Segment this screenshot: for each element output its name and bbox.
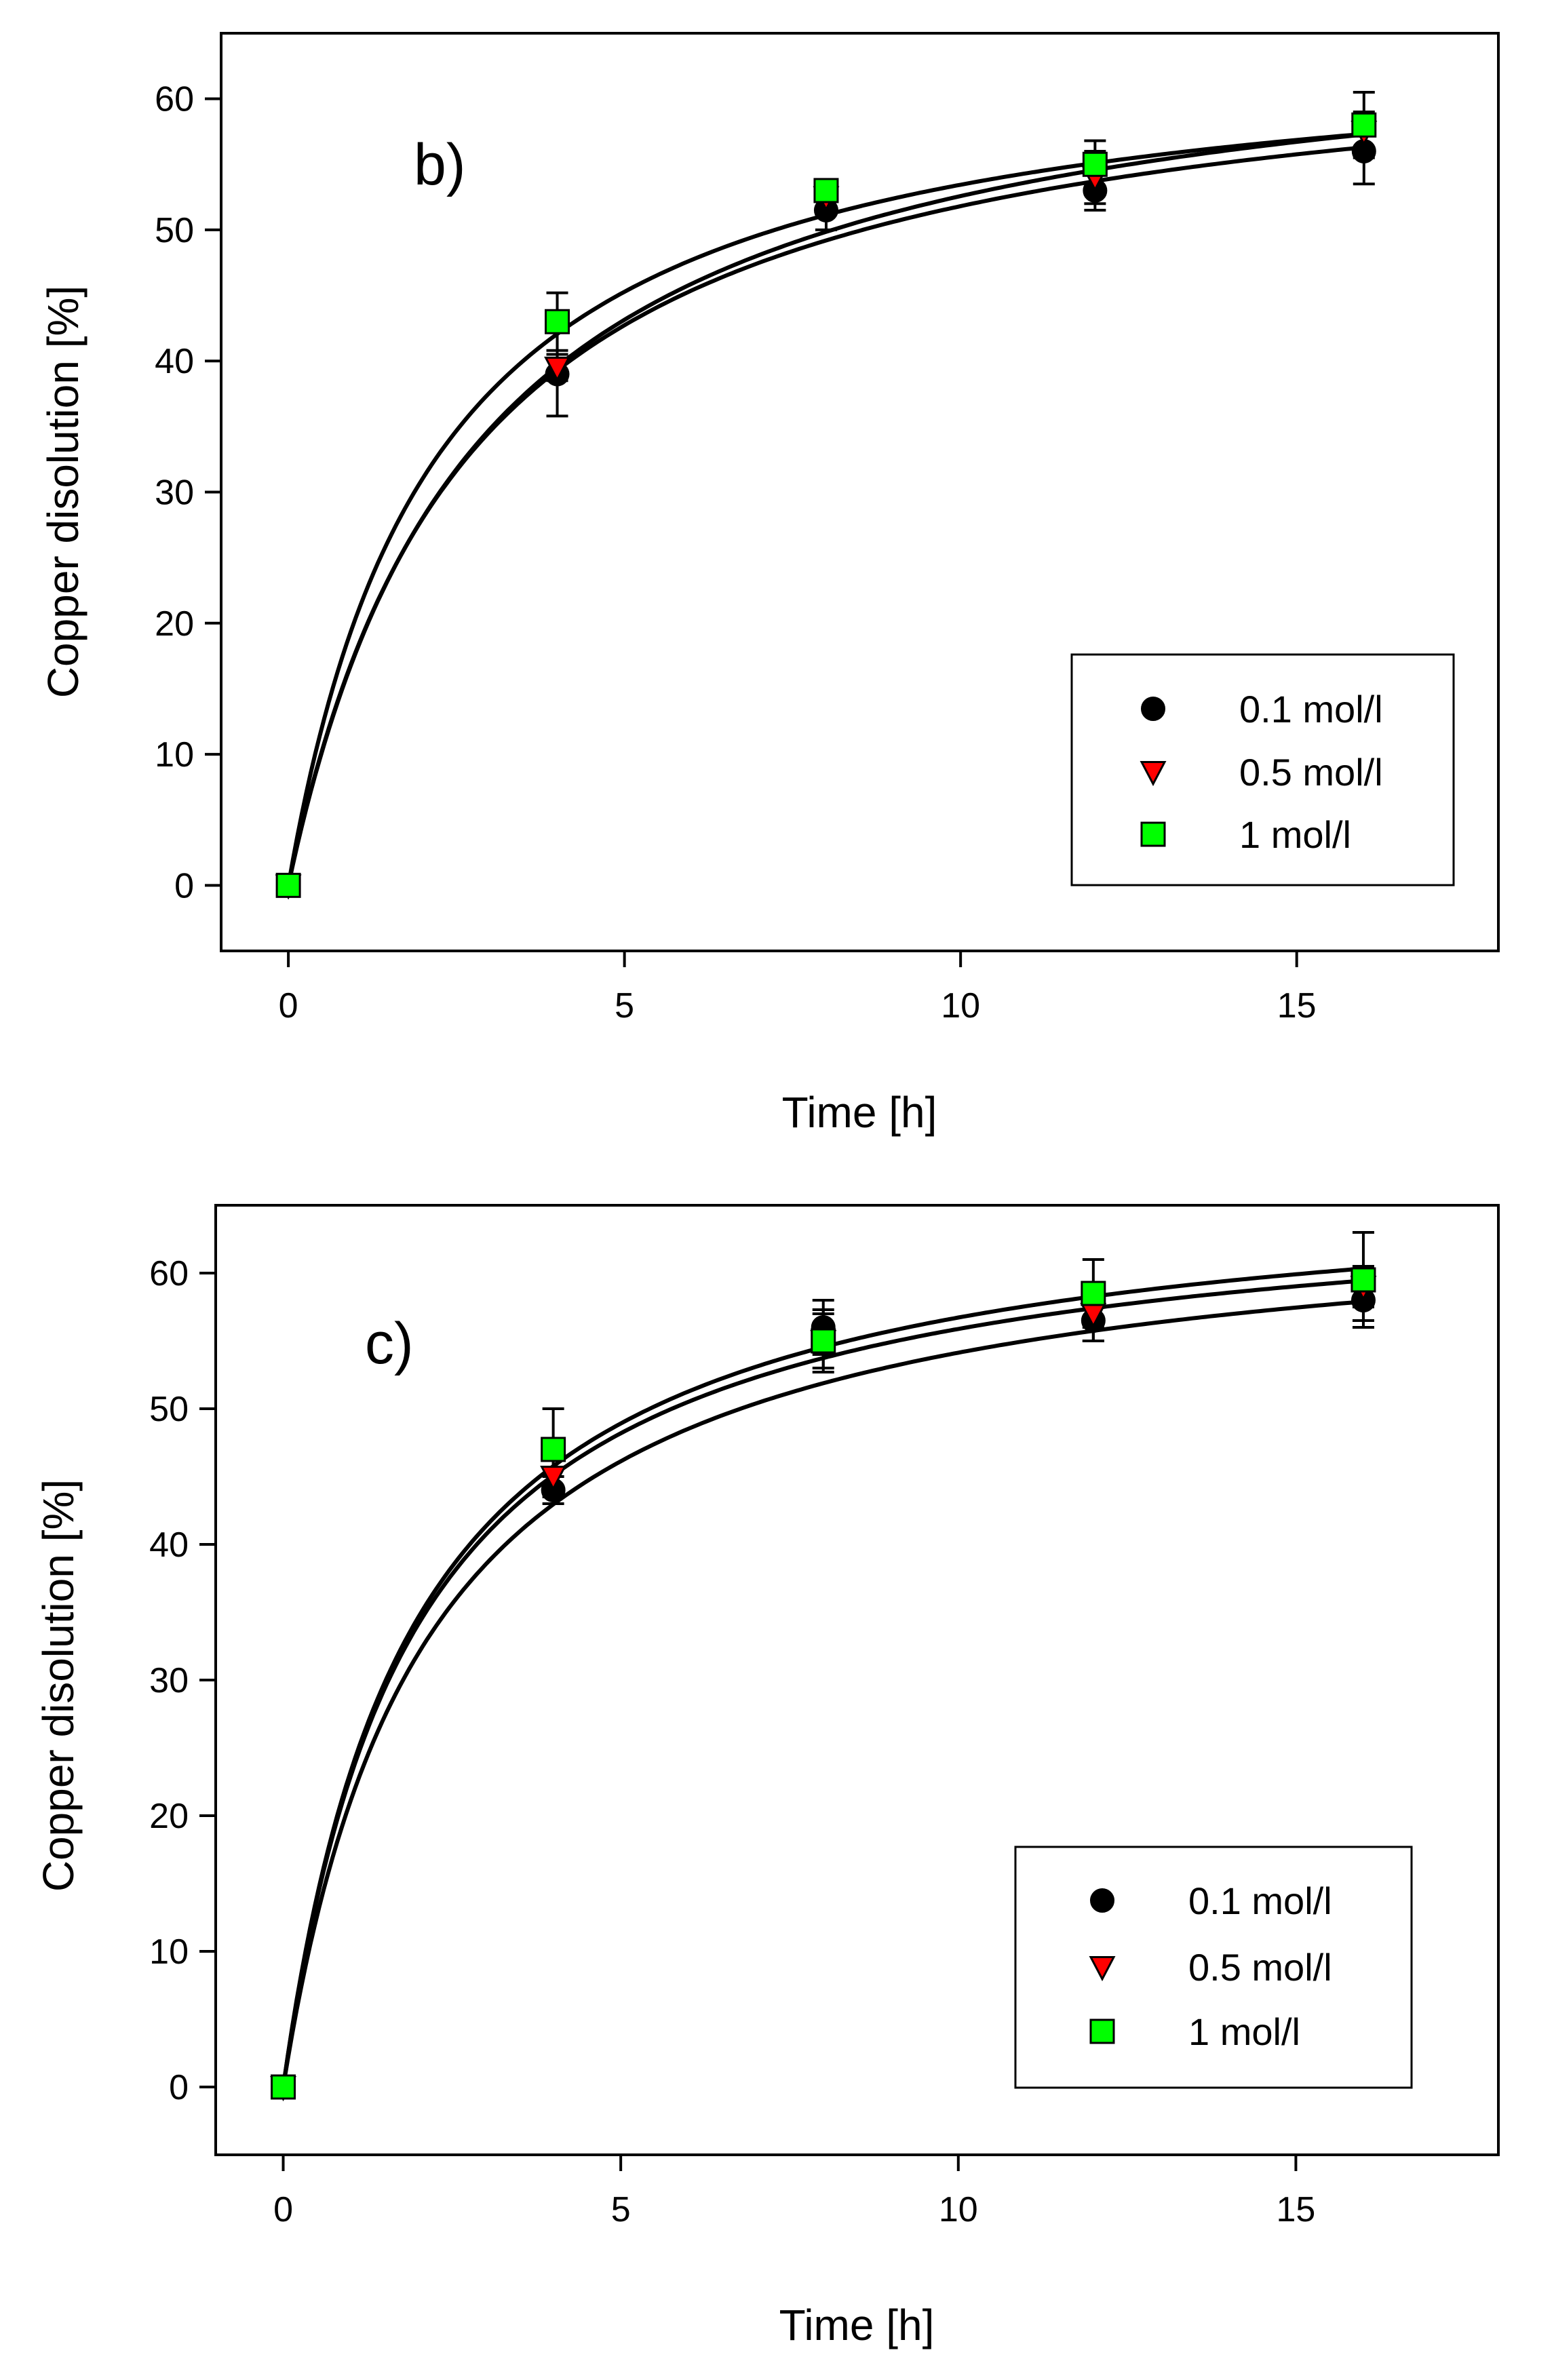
legend-marker (1089, 1956, 1116, 1982)
legend-label-0-5: 0.5 mol/l (1188, 1946, 1332, 1989)
y-tick-label: 30 (149, 1661, 189, 1700)
fit-curve (286, 132, 1365, 886)
data-point (1082, 151, 1108, 177)
error-bars (546, 90, 1375, 418)
data-point (545, 309, 570, 334)
legend-marker (1089, 2018, 1115, 2044)
x-axis-title: Time [h] (782, 1088, 937, 1137)
data-markers (275, 112, 1378, 900)
panel-label: b) (414, 132, 465, 197)
y-axis-title: Copper disolution [%] (39, 286, 88, 698)
legend-marker (1141, 697, 1165, 721)
legend-label-1: 1 mol/l (1239, 813, 1351, 856)
data-markers (270, 1267, 1377, 2102)
x-tick-label: 15 (1277, 986, 1317, 1026)
data-point (1351, 1267, 1376, 1293)
legend-box (1070, 653, 1455, 886)
x-tick-label: 5 (615, 986, 634, 1026)
y-tick-label: 0 (174, 866, 194, 905)
legend-marker (1090, 1888, 1114, 1913)
y-tick-label: 50 (155, 211, 194, 250)
y-tick-label: 20 (155, 604, 194, 644)
legend: 0.1 mol/l 0.5 mol/l 1 mol/l (1014, 1846, 1413, 2089)
error-bars (542, 1231, 1374, 1505)
data-point (1081, 1281, 1106, 1306)
legend-box (1014, 1846, 1413, 2089)
panel-b: 0 5 10 15 0 10 20 30 40 50 60 b) Time [h] Copper … (39, 32, 1500, 1137)
data-point (811, 1328, 836, 1354)
x-tick-label: 15 (1276, 2190, 1315, 2229)
panel-label: c) (365, 1311, 414, 1376)
legend-label-1: 1 mol/l (1188, 2010, 1300, 2053)
x-axis-title: Time [h] (779, 2301, 935, 2349)
y-tick-label: 40 (149, 1525, 189, 1565)
panel-c: 0 5 10 15 0 10 20 30 40 50 60 c) Time [h] Copper … (34, 1204, 1500, 2349)
y-tick-label: 10 (155, 735, 194, 775)
data-point (271, 2074, 296, 2100)
legend-label-0-5: 0.5 mol/l (1239, 751, 1383, 794)
y-axis-ticks: 0 10 20 30 40 50 60 (155, 80, 221, 905)
y-tick-label: 30 (155, 473, 194, 513)
y-tick-label: 60 (155, 80, 194, 119)
x-tick-label: 10 (941, 986, 980, 1026)
legend-label-0-1: 0.1 mol/l (1239, 688, 1383, 730)
y-tick-label: 40 (155, 342, 194, 381)
y-axis-title: Copper disolution [%] (34, 1479, 83, 1892)
fit-curve (281, 1300, 1364, 2088)
y-tick-label: 60 (149, 1254, 189, 1293)
x-axis-ticks: 0 5 10 15 (273, 2155, 1315, 2229)
data-point (540, 1466, 567, 1491)
y-tick-label: 20 (149, 1797, 189, 1836)
legend-marker (1140, 761, 1167, 787)
data-point (544, 356, 571, 382)
legend-markers (1089, 1888, 1116, 2044)
x-tick-label: 0 (273, 2190, 293, 2229)
legend-markers (1140, 697, 1167, 847)
x-axis-ticks: 0 5 10 15 (279, 951, 1317, 1026)
y-tick-label: 0 (169, 2068, 189, 2107)
x-tick-label: 0 (279, 986, 298, 1026)
y-tick-label: 50 (149, 1390, 189, 1429)
y-tick-label: 10 (149, 1932, 189, 1972)
y-axis-ticks: 0 10 20 30 40 50 60 (149, 1254, 216, 2107)
legend-label-0-1: 0.1 mol/l (1188, 1879, 1332, 1922)
x-tick-label: 10 (939, 2190, 978, 2229)
data-point (275, 872, 301, 898)
data-point (813, 178, 839, 203)
data-point (541, 1437, 566, 1462)
legend-marker (1140, 821, 1166, 847)
x-tick-label: 5 (611, 2190, 631, 2229)
data-point (1351, 112, 1377, 138)
legend: 0.1 mol/l 0.5 mol/l 1 mol/l (1070, 653, 1455, 886)
